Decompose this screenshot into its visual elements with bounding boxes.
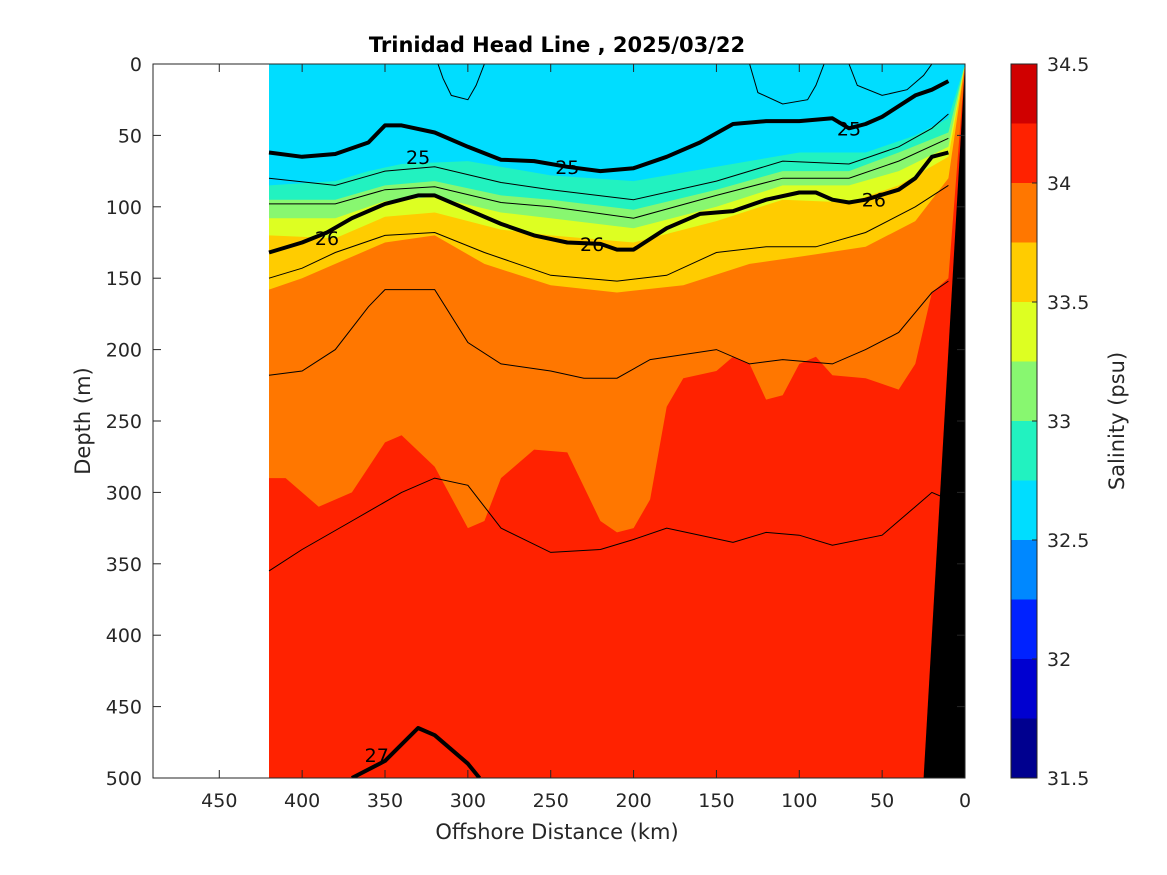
y-tick-label: 350: [106, 554, 142, 576]
colorbar-tick-label: 34: [1047, 173, 1071, 195]
x-tick-label: 400: [284, 790, 320, 812]
y-tick-label: 0: [130, 54, 142, 76]
x-tick-label: 350: [367, 790, 403, 812]
thin-contour-4: [268, 184, 949, 282]
y-axis-title: Depth (m): [71, 367, 95, 474]
x-tick-label: 250: [533, 790, 569, 812]
y-tick-label: 100: [106, 197, 142, 219]
y-tick-label: 150: [106, 268, 142, 290]
y-tick-label: 500: [106, 768, 142, 790]
y-tick-label: 200: [106, 340, 142, 362]
colorbar-swatch-8: [1011, 242, 1037, 302]
x-tick-label: 200: [615, 790, 651, 812]
contour-label-25: 25: [837, 118, 861, 140]
x-tick-label: 0: [959, 790, 971, 812]
y-tick-label: 400: [106, 625, 142, 647]
thin-contour-3: [269, 137, 949, 219]
contour-label-26: 26: [580, 234, 604, 256]
thin-contour-1: [268, 477, 949, 572]
colorbar-swatch-11: [1011, 64, 1037, 124]
x-tick-label: 100: [781, 790, 817, 812]
x-axis: 450 400 350 300 250 200 150 100 50 0: [201, 64, 971, 812]
y-tick-label: 250: [106, 411, 142, 433]
colorbar-swatch-6: [1011, 361, 1037, 421]
thin-contour-2: [268, 113, 949, 201]
x-tick-label: 150: [698, 790, 734, 812]
thin-contour-5: [437, 64, 485, 101]
colorbar-tick-label: 32.5: [1047, 530, 1089, 552]
bold-contour-25: [268, 79, 950, 174]
bold-contour-26: [268, 150, 949, 255]
contour-label-25: 25: [406, 147, 430, 169]
contour-label-25: 25: [555, 157, 579, 179]
x-tick-label: 450: [201, 790, 237, 812]
contour-label-27: 27: [365, 745, 389, 767]
contour-label-26: 26: [315, 228, 339, 250]
colorbar-swatch-10: [1011, 123, 1037, 183]
band-s32.5-32.75: [269, 64, 965, 186]
colorbar-swatch-4: [1011, 480, 1037, 540]
colorbar-swatch-3: [1011, 540, 1037, 600]
colorbar-title: Salinity (psu): [1105, 352, 1129, 490]
colorbar-tick-label: 33: [1047, 411, 1071, 433]
seafloor-mask: [923, 64, 965, 778]
colorbar-swatch-0: [1011, 718, 1037, 778]
y-axis: 0 50 100 150 200 250 300 350 400 450 500: [106, 54, 965, 790]
colorbar-swatch-2: [1011, 599, 1037, 659]
bold-contour-27: [350, 726, 482, 778]
x-axis-title: Offshore Distance (km): [435, 820, 678, 844]
colorbar-tick-label: 33.5: [1047, 292, 1089, 314]
contour-label-26: 26: [862, 190, 886, 212]
x-tick-label: 50: [870, 790, 894, 812]
thin-contour-0: [268, 280, 949, 379]
chart-title: Trinidad Head Line , 2025/03/22: [369, 33, 745, 57]
colorbar-tick-label: 32: [1047, 649, 1071, 671]
colorbar-swatch-7: [1011, 302, 1037, 362]
colorbar-swatch-5: [1011, 421, 1037, 481]
thin-contour-7: [848, 64, 933, 96]
colorbar-swatch-1: [1011, 659, 1037, 719]
x-tick-label: 300: [450, 790, 486, 812]
colorbar: 31.5 32 32.5 33 33.5 34 34.5: [1010, 54, 1089, 790]
y-tick-label: 450: [106, 697, 142, 719]
y-tick-label: 50: [118, 125, 142, 147]
colorbar-tick-label: 34.5: [1047, 54, 1089, 76]
plot-area: 25 25 25 26 26 26 27: [153, 64, 965, 778]
y-tick-label: 300: [106, 482, 142, 504]
thin-contour-6: [749, 64, 825, 105]
density-contours: 25 25 25 26 26 26 27: [268, 64, 950, 778]
colorbar-tick-label: 31.5: [1047, 768, 1089, 790]
colorbar-swatch-9: [1011, 183, 1037, 243]
bathymetry-mask: [923, 64, 965, 778]
